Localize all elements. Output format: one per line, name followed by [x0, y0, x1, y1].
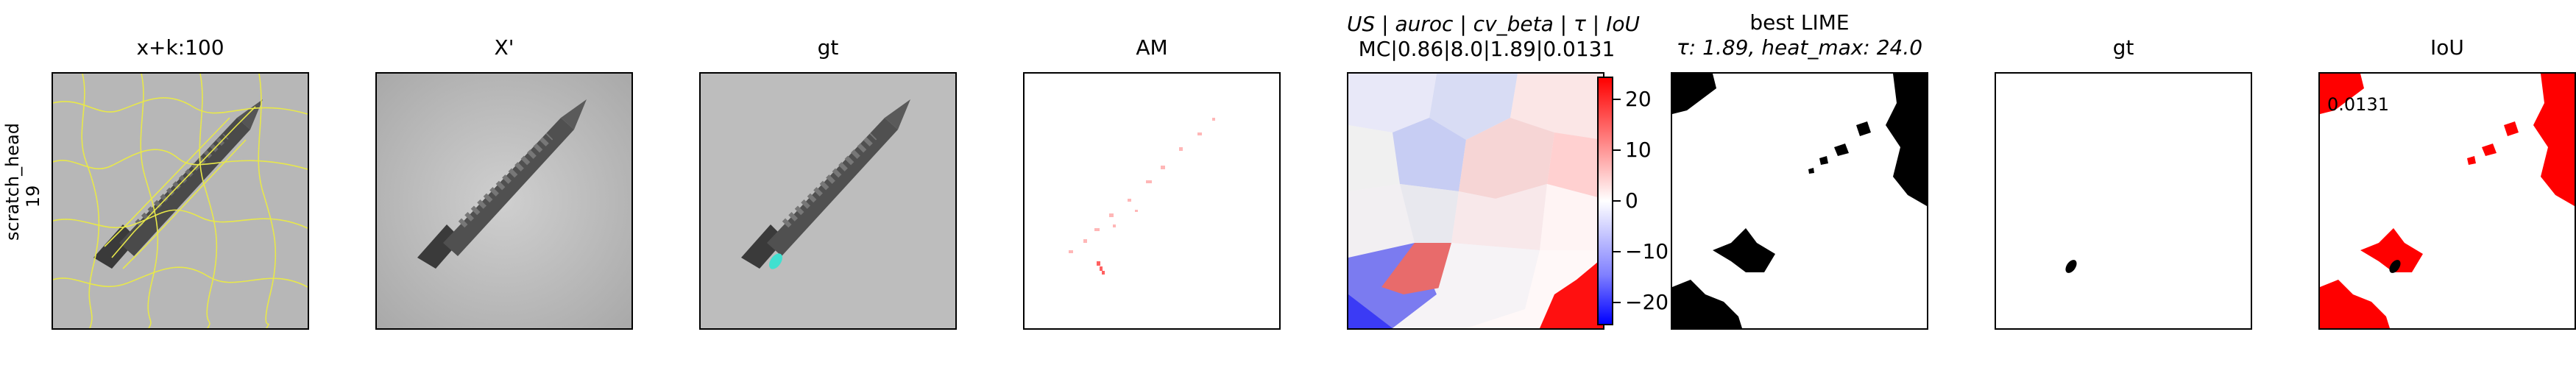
panel-iou-map: 0.0131 — [2318, 72, 2576, 330]
colorbar-tick — [1613, 200, 1621, 202]
colorbar-tick-label: −20 — [1625, 290, 1669, 314]
panel-am-map — [1023, 72, 1281, 330]
panel-xprime-image — [375, 72, 633, 330]
panel-title-lime-line1: best LIME — [1749, 10, 1850, 35]
panel-us-heatmap — [1347, 72, 1604, 330]
row-label-class: scratch_head — [2, 122, 23, 241]
gt-binary-mask — [1996, 74, 2251, 328]
colorbar-tick-label: 10 — [1625, 138, 1652, 162]
colorbar-tick-label: −10 — [1625, 239, 1669, 263]
colorbar-tick-label: 0 — [1625, 188, 1638, 213]
us-heatmap — [1348, 74, 1603, 328]
xk-screw-with-contours — [53, 74, 308, 328]
anomaly-speckles — [1069, 118, 1215, 253]
panel-gt2-mask — [1995, 72, 2252, 330]
anomaly-hotspot — [1097, 261, 1105, 275]
xprime-screw — [377, 74, 631, 328]
us-colorbar — [1597, 77, 1613, 325]
anomaly-map — [1025, 74, 1279, 328]
superpixel-contours — [53, 74, 308, 328]
panel-lime-mask — [1671, 72, 1928, 330]
iou-map — [2320, 74, 2575, 328]
row-label: scratch_head 19 — [2, 122, 54, 241]
panel-title-us-line2: MC|0.86|8.0|1.89|0.0131 — [1358, 37, 1616, 61]
panel-title-xk: x+k:100 — [136, 35, 224, 60]
panel-title-gt: gt — [817, 35, 839, 60]
colorbar-tick — [1613, 99, 1621, 100]
panel-title-iou: IoU — [2430, 35, 2464, 60]
colorbar-tick-label: 20 — [1625, 87, 1652, 111]
panel-title-gt2: gt — [2112, 35, 2134, 60]
colorbar-tick — [1613, 251, 1621, 252]
panel-xk-image — [52, 72, 309, 330]
iou-value-label: 0.0131 — [2327, 94, 2389, 115]
lime-mask — [1672, 74, 1927, 328]
row-label-index: 19 — [23, 185, 43, 208]
panel-title-lime-line2: τ: 1.89, heat_max: 24.0 — [1676, 35, 1923, 60]
colorbar-tick — [1613, 302, 1621, 303]
panel-gt-overlay — [699, 72, 957, 330]
defect-mask — [769, 253, 782, 269]
colorbar-tick — [1613, 149, 1621, 151]
screw-shape — [93, 99, 263, 269]
gt-screw-overlay — [701, 74, 955, 328]
panel-title-am: AM — [1136, 35, 1168, 60]
panel-title-xprime: X' — [494, 35, 514, 60]
panel-title-us-line1: US | auroc | cv_beta | τ | IoU — [1347, 12, 1640, 36]
